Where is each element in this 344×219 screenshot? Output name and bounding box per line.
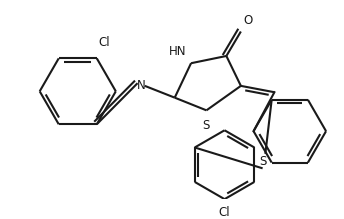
Text: Cl: Cl: [219, 206, 230, 219]
Text: O: O: [244, 14, 253, 27]
Text: N: N: [137, 79, 146, 92]
Text: S: S: [259, 155, 266, 168]
Text: S: S: [203, 119, 210, 132]
Text: Cl: Cl: [99, 36, 110, 49]
Text: HN: HN: [169, 45, 186, 58]
